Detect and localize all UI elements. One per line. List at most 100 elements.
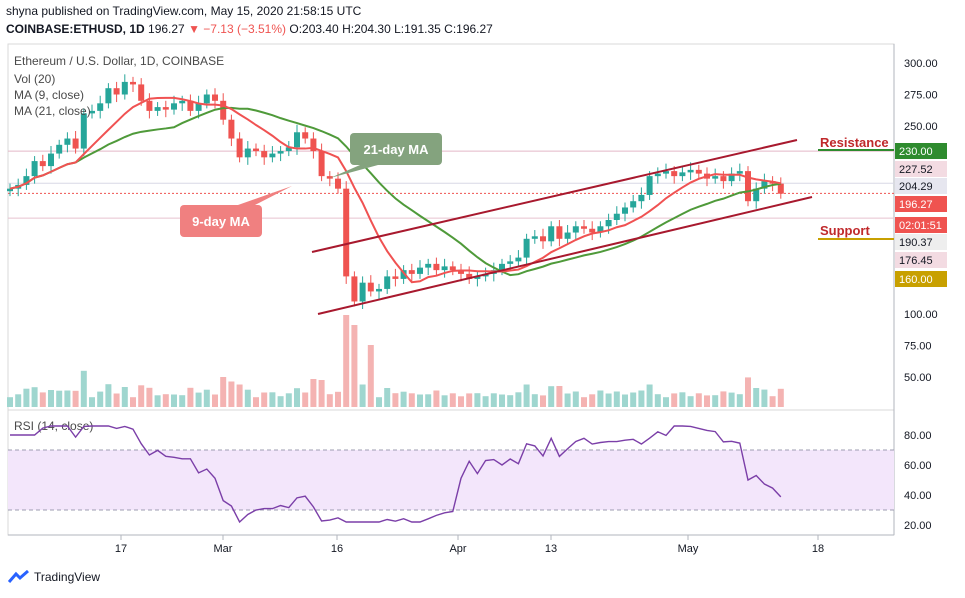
candle bbox=[23, 176, 30, 185]
y-tick-label: 275.00 bbox=[904, 90, 938, 102]
volume-bar bbox=[687, 396, 694, 407]
candle bbox=[294, 132, 300, 148]
volume-bar bbox=[417, 394, 423, 407]
ma9-legend: MA (9, close) bbox=[14, 88, 85, 102]
candle bbox=[253, 148, 259, 152]
candle bbox=[302, 132, 309, 139]
candle bbox=[80, 113, 87, 149]
volume-bar bbox=[39, 392, 46, 407]
candle bbox=[507, 261, 514, 264]
candle bbox=[695, 169, 702, 174]
candle bbox=[203, 94, 210, 104]
candle bbox=[474, 276, 481, 279]
volume-bar bbox=[236, 384, 243, 407]
volume-bar bbox=[400, 391, 407, 407]
volume-bar bbox=[113, 393, 120, 407]
candle bbox=[449, 266, 456, 271]
candle bbox=[97, 103, 104, 111]
volume-bar bbox=[23, 388, 30, 407]
candle bbox=[56, 144, 63, 154]
price-label: 190.37 bbox=[899, 237, 933, 249]
volume-bar bbox=[64, 390, 71, 407]
volume-bar bbox=[654, 394, 661, 407]
candle bbox=[138, 84, 145, 101]
volume-bar bbox=[162, 394, 169, 407]
volume-bar bbox=[613, 391, 620, 407]
volume-bar bbox=[540, 395, 546, 407]
volume-bar bbox=[195, 392, 202, 407]
price-label-box bbox=[895, 217, 947, 233]
volume-bar bbox=[220, 377, 227, 407]
candle bbox=[777, 183, 784, 194]
volume-bar bbox=[80, 370, 87, 407]
volume-bar bbox=[408, 393, 415, 407]
volume-bar bbox=[367, 345, 374, 407]
header-price: 196.27 bbox=[148, 22, 185, 36]
volume-bar bbox=[638, 390, 645, 407]
candle bbox=[654, 173, 661, 177]
candle bbox=[499, 263, 505, 271]
candle bbox=[359, 282, 366, 302]
candle bbox=[343, 188, 350, 277]
candle bbox=[466, 273, 473, 279]
volume-bar bbox=[261, 392, 268, 407]
volume-bar bbox=[482, 396, 489, 407]
volume-bar bbox=[277, 396, 284, 407]
candle bbox=[64, 138, 71, 145]
volume-bar bbox=[728, 392, 735, 407]
candle bbox=[531, 236, 538, 239]
candle bbox=[679, 172, 686, 177]
rsi-tick-label: 60.00 bbox=[904, 460, 932, 472]
price-label-box bbox=[895, 252, 947, 268]
price-label: 176.45 bbox=[899, 255, 933, 267]
volume-bar bbox=[745, 377, 751, 407]
rsi-tick-label: 80.00 bbox=[904, 430, 932, 442]
candle bbox=[310, 138, 317, 152]
x-tick-label: 18 bbox=[812, 543, 824, 555]
brand-label: TradingView bbox=[34, 570, 101, 584]
volume-bar bbox=[253, 397, 259, 407]
volume-bar bbox=[376, 397, 382, 407]
volume-bar bbox=[343, 315, 350, 407]
volume-bar bbox=[187, 387, 194, 407]
volume-bar bbox=[146, 387, 153, 407]
candle bbox=[556, 226, 563, 239]
candle bbox=[638, 194, 645, 202]
volume-bar bbox=[441, 395, 448, 407]
volume-bar bbox=[704, 395, 710, 407]
volume-bar bbox=[622, 394, 628, 407]
candle bbox=[187, 100, 194, 111]
price-label: 230.00 bbox=[899, 146, 933, 158]
candle bbox=[671, 171, 678, 177]
price-label-box bbox=[895, 234, 947, 250]
candle bbox=[154, 107, 161, 111]
volume-bar bbox=[777, 388, 784, 407]
candle bbox=[171, 103, 177, 110]
price-label: 204.29 bbox=[899, 181, 933, 193]
rsi-tick-label: 40.00 bbox=[904, 490, 932, 502]
tradingview-logo[interactable]: TradingView bbox=[8, 570, 100, 584]
ma21-callout-label: 21-day MA bbox=[363, 142, 429, 157]
candle bbox=[89, 110, 95, 114]
candle bbox=[48, 153, 54, 167]
volume-bar bbox=[179, 395, 186, 407]
y-tick-label: 50.00 bbox=[904, 372, 932, 384]
y-tick-label: 100.00 bbox=[904, 309, 938, 321]
candle bbox=[728, 173, 735, 182]
candle bbox=[195, 103, 202, 111]
volume-bar bbox=[171, 394, 177, 407]
volume-bar bbox=[531, 394, 538, 407]
candle bbox=[605, 220, 612, 227]
rsi-band bbox=[8, 450, 894, 510]
volume-bar bbox=[449, 393, 456, 407]
volume-bar bbox=[97, 391, 104, 407]
x-tick-label: 17 bbox=[115, 543, 127, 555]
volume-bar bbox=[564, 393, 571, 407]
volume-bar bbox=[359, 384, 366, 407]
candle bbox=[548, 226, 555, 242]
candle bbox=[113, 88, 120, 95]
rsi-line bbox=[10, 425, 782, 524]
x-tick-label: 16 bbox=[331, 543, 343, 555]
x-tick-label: 13 bbox=[545, 543, 557, 555]
